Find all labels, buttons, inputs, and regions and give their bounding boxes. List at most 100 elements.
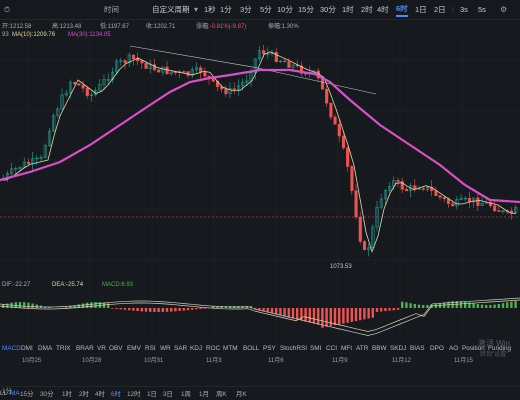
chevron-down-icon[interactable]: ▾ bbox=[194, 5, 199, 14]
ind-stochrsi[interactable]: StochRSI bbox=[280, 344, 307, 352]
candle-body bbox=[140, 60, 144, 64]
ind-wr[interactable]: WR bbox=[160, 344, 171, 352]
ind-vr[interactable]: VR bbox=[97, 344, 106, 352]
ind-trix[interactable]: TRIX bbox=[56, 344, 71, 352]
ind-smi[interactable]: SMI bbox=[310, 344, 322, 352]
ind-macd[interactable]: MACD bbox=[2, 344, 21, 352]
dif-value: -22.27 bbox=[13, 282, 31, 288]
amplitude-value: 1.30% bbox=[281, 23, 299, 30]
candle-body bbox=[47, 130, 52, 146]
date-label: 11月6 bbox=[268, 357, 284, 364]
macd-bar bbox=[291, 308, 295, 319]
tf-3s[interactable]: 3s bbox=[460, 5, 468, 14]
settings-icon[interactable]: ⚙ bbox=[500, 5, 508, 14]
ind-kdj[interactable]: KDJ bbox=[190, 344, 203, 352]
macd-bar bbox=[363, 308, 366, 320]
ind-brar[interactable]: BRAR bbox=[76, 344, 94, 352]
ind-dma[interactable]: DMA bbox=[38, 344, 53, 352]
ind-bias[interactable]: BIAS bbox=[410, 344, 425, 352]
macd-bar bbox=[388, 308, 391, 311]
tf-1s[interactable]: 1秒 bbox=[204, 5, 216, 14]
macd-bar bbox=[73, 305, 76, 308]
candle-body bbox=[438, 195, 442, 198]
candle-body bbox=[509, 210, 514, 214]
candle-body bbox=[228, 88, 232, 95]
trend-line-2 bbox=[257, 67, 377, 95]
tf-6h[interactable]: 6时 bbox=[396, 2, 408, 17]
macd-bar bbox=[392, 308, 395, 311]
ind-boll[interactable]: BOLL bbox=[243, 344, 260, 352]
candle-body bbox=[10, 168, 14, 174]
candle-body bbox=[278, 60, 283, 63]
ind-mtm[interactable]: MTM bbox=[223, 344, 238, 352]
macd-bar bbox=[371, 308, 374, 318]
macd-bar bbox=[170, 308, 173, 312]
macd-bar bbox=[27, 302, 30, 308]
candle-body bbox=[400, 181, 404, 190]
macd-bar bbox=[111, 308, 114, 309]
ind-skdj[interactable]: SKDJ bbox=[390, 344, 407, 352]
candle-body bbox=[383, 190, 388, 200]
ind-ao[interactable]: AO bbox=[449, 344, 459, 352]
ind-funding[interactable]: Funding bbox=[488, 344, 512, 352]
candle-body bbox=[358, 216, 362, 242]
candle-body bbox=[266, 53, 270, 55]
macd-bar bbox=[321, 308, 324, 328]
tf-1d[interactable]: 1日 bbox=[415, 5, 427, 14]
ind-bbw[interactable]: BBW bbox=[372, 344, 387, 352]
candle-body bbox=[144, 62, 148, 69]
candlestick-chart[interactable]: 1680 1073.53 bbox=[0, 40, 520, 386]
tf-30m[interactable]: 30分 bbox=[320, 5, 336, 14]
ind-dpo[interactable]: DPO bbox=[430, 344, 444, 352]
ind-atr[interactable]: ATR bbox=[356, 344, 369, 352]
candle-body bbox=[388, 186, 392, 191]
candle-body bbox=[501, 210, 505, 212]
tf-10m[interactable]: 10分 bbox=[277, 5, 293, 14]
ind-obv[interactable]: OBV bbox=[109, 344, 123, 352]
macd-bar bbox=[153, 308, 156, 312]
macd-bar bbox=[296, 308, 299, 320]
candle-body bbox=[463, 197, 467, 200]
ind-dmi[interactable]: DMI bbox=[21, 344, 33, 352]
candle-body bbox=[190, 69, 194, 76]
ind-sar[interactable]: SAR bbox=[174, 344, 188, 352]
time-label: 时间 bbox=[104, 5, 119, 14]
change-value: -0.81%(-9.87) bbox=[209, 23, 247, 30]
candle-body bbox=[22, 161, 26, 168]
candle-body bbox=[52, 115, 56, 132]
tf-3m[interactable]: 3分 bbox=[240, 5, 252, 14]
tf-15m[interactable]: 15分 bbox=[298, 5, 314, 14]
candle-body bbox=[299, 65, 304, 74]
candle-body bbox=[337, 123, 341, 137]
macd-bar bbox=[464, 301, 467, 308]
ind-mfi[interactable]: MFI bbox=[341, 344, 353, 352]
candle-body bbox=[77, 83, 81, 86]
tf-1h[interactable]: 1时 bbox=[342, 5, 354, 14]
ind-roc[interactable]: ROC bbox=[206, 344, 221, 352]
tf-5m[interactable]: 5分 bbox=[260, 5, 272, 14]
macd-bar bbox=[413, 303, 416, 308]
bottom-all[interactable]: LL bbox=[0, 390, 8, 397]
macd-bar bbox=[144, 308, 148, 312]
custom-period-dropdown[interactable]: 自定义周期 bbox=[152, 5, 190, 14]
candle-body bbox=[270, 51, 274, 54]
ind-psy[interactable]: PSY bbox=[263, 344, 276, 352]
candle-body bbox=[123, 60, 127, 64]
ind-emv[interactable]: EMV bbox=[127, 344, 141, 352]
candle-body bbox=[81, 85, 85, 89]
tf-2d[interactable]: 2日 bbox=[434, 5, 446, 14]
tf-1m[interactable]: 1分 bbox=[220, 5, 232, 14]
tf-2h[interactable]: 2时 bbox=[361, 5, 373, 14]
candle-body bbox=[43, 145, 47, 158]
tf-4h[interactable]: 4时 bbox=[377, 5, 389, 14]
candle-body bbox=[127, 54, 131, 64]
ind-rsi[interactable]: RSI bbox=[145, 344, 156, 352]
bottom-timeframe-bar: LL MA bbox=[0, 386, 520, 400]
ind-cci[interactable]: CCI bbox=[326, 344, 338, 352]
tf-5s[interactable]: 5s bbox=[478, 5, 486, 14]
bottom-ma[interactable]: MA bbox=[10, 390, 20, 397]
macd-legend: DIF:-22.27 DEA:-25.74 MACD:6.93 bbox=[2, 282, 134, 288]
ind-position[interactable]: Position bbox=[462, 344, 485, 352]
macd-bar bbox=[212, 306, 215, 308]
macd-bar bbox=[476, 304, 479, 308]
